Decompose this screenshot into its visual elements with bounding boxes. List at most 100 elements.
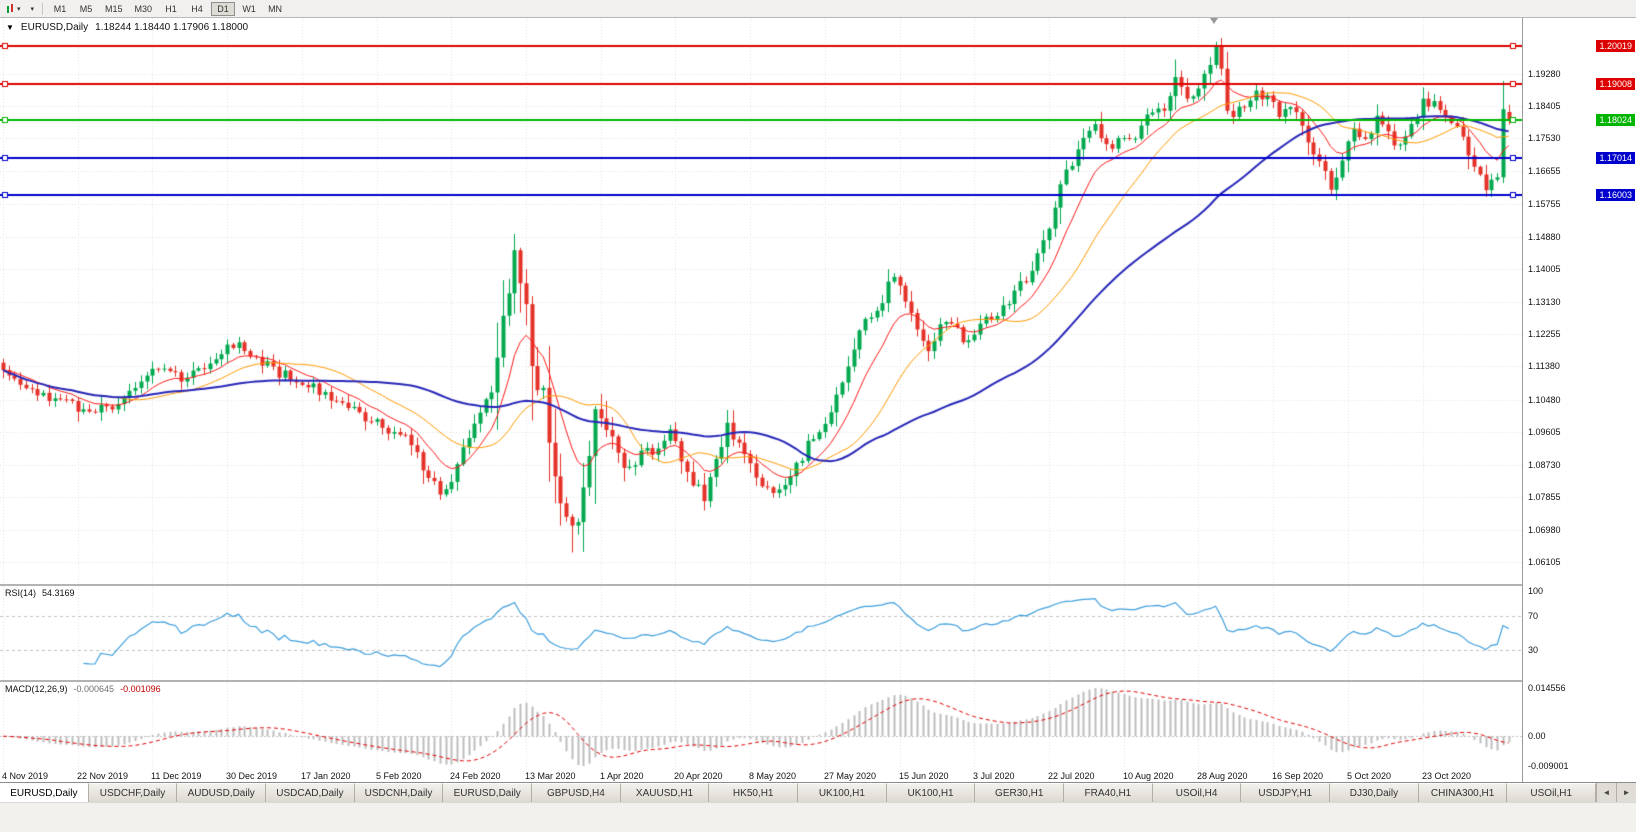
macd-label: MACD(12,26,9) -0.000645 -0.001096 [5,684,161,694]
chart-tab-9-uk100-h1[interactable]: UK100,H1 [798,783,887,802]
price-tick: 1.14005 [1528,264,1561,275]
timeframe-button-h4[interactable]: H4 [191,3,203,14]
tab-scroll-left-button[interactable]: ◄ [1596,783,1616,802]
price-tick: 1.15755 [1528,199,1561,210]
date-label: 15 Jun 2020 [899,771,949,781]
rsi-tick: 30 [1528,644,1539,655]
rsi-tick: 100 [1528,586,1544,597]
price-axis[interactable]: 1.19280 1.18405 1.17530 1.16655 1.15755 1.148… [1522,18,1636,782]
chart-tab-10-uk100-h1[interactable]: UK100,H1 [886,783,976,802]
rsi-label: RSI(14) 54.3169 [5,588,75,598]
chart-tab-15-dj30-daily[interactable]: DJ30,Daily [1330,783,1419,802]
price-line-tag: 1.20019 [1596,40,1635,53]
status-bar [0,802,1636,832]
date-label: 10 Aug 2020 [1123,771,1174,781]
rsi-name: RSI(14) [5,588,37,598]
date-label: 17 Jan 2020 [301,771,351,781]
period-dropdown-button[interactable]: ▾ [25,1,39,16]
price-tick: 1.19280 [1528,68,1561,79]
chart-shift-marker[interactable] [1210,18,1218,24]
tab-scroll-buttons: ◄ ► [1596,783,1636,802]
price-line-tag: 1.16003 [1596,189,1635,202]
price-tick: 1.11380 [1528,361,1560,372]
chevron-down-icon: ▾ [17,5,21,13]
price-tick: 1.12255 [1528,328,1561,339]
timeframe-button-m30[interactable]: M30 [134,3,153,14]
chart-tab-11-ger30-h1[interactable]: GER30,H1 [975,783,1065,802]
rsi-value: 54.3169 [42,588,75,598]
macd-signal-value: -0.001096 [120,684,161,694]
chart-tab-0-eurusd-daily[interactable]: EURUSD,Daily [0,783,89,802]
timeframe-button-h1[interactable]: H1 [165,3,177,14]
chart-tab-6-gbpusd-h4[interactable]: GBPUSD,H4 [532,783,621,802]
date-label: 20 Apr 2020 [674,771,723,781]
date-label: 27 May 2020 [824,771,877,781]
tab-list: EURUSD,Daily USDCHF,Daily AUDUSD,Daily USDC… [0,783,1597,802]
date-label: 13 Mar 2020 [525,771,576,781]
date-label: 24 Feb 2020 [450,771,501,781]
price-tick: 1.09605 [1528,427,1561,438]
chart-tab-3-usdcad-daily[interactable]: USDCAD,Daily [266,783,355,802]
price-line-tag: 1.17014 [1596,151,1635,164]
timeframe-button-m15[interactable]: M15 [105,3,123,14]
chart-tab-2-audusd-daily[interactable]: AUDUSD,Daily [177,783,267,802]
date-label: 30 Dec 2019 [226,771,278,781]
timeframe-buttons: M1 M5 M15 M30 H1 H4 D1 W1 MN [47,0,288,17]
date-label: 23 Oct 2020 [1422,771,1472,781]
chart-tab-14-usdjpy-h1[interactable]: USDJPY,H1 [1241,783,1331,802]
price-tick: 1.13130 [1528,296,1561,307]
panel-separator[interactable] [0,584,1522,586]
macd-name: MACD(12,26,9) [5,684,68,694]
price-chart-canvas[interactable] [0,18,1522,584]
chevron-down-icon: ▾ [30,5,35,13]
chart-tab-4-usdcnh-daily[interactable]: USDCNH,Daily [354,783,444,802]
macd-tick: 0.00 [1528,731,1546,742]
tab-scroll-right-button[interactable]: ► [1616,783,1636,802]
timeframe-button-m1[interactable]: M1 [53,3,67,14]
chart-tab-16-china300-h1[interactable]: CHINA300,H1 [1418,783,1508,802]
chart-tab-8-hk50-h1[interactable]: HK50,H1 [709,783,799,802]
date-axis[interactable]: 4 Nov 2019 22 Nov 2019 11 Dec 2019 30 Dec 2… [0,770,1522,782]
chart-window: ▼ EURUSD,Daily 1.18244 1.18440 1.17906 1… [0,18,1522,782]
candlestick-chart-icon [6,3,15,14]
chart-tab-1-usdchf-daily[interactable]: USDCHF,Daily [88,783,178,802]
chart-tab-17-usoil-h1[interactable]: USOil,H1 [1507,783,1597,802]
macd-indicator-canvas[interactable] [0,682,1522,770]
date-label: 4 Nov 2019 [2,771,49,781]
rsi-indicator-canvas[interactable] [0,586,1522,680]
date-label: 3 Jul 2020 [973,771,1015,781]
price-tick: 1.06980 [1528,524,1561,535]
timeframe-button-m5[interactable]: M5 [79,3,93,14]
date-label: 22 Jul 2020 [1048,771,1095,781]
date-label: 11 Dec 2019 [151,771,202,781]
timeframe-button-d1[interactable]: D1 [211,1,236,16]
macd-tick: 0.014556 [1528,683,1566,693]
chart-type-button[interactable]: ▾ [2,1,25,16]
timeframe-button-mn[interactable]: MN [268,3,283,14]
timeframe-button-w1[interactable]: W1 [242,3,256,14]
chart-tab-7-xauusd-h1[interactable]: XAUUSD,H1 [620,783,710,802]
chart-tab-13-usoil-h4[interactable]: USOil,H4 [1152,783,1242,802]
chart-ohlc-values: 1.18244 1.18440 1.17906 1.18000 [95,22,249,33]
price-tick: 1.06105 [1528,556,1561,567]
chart-tab-5-eurusd-daily[interactable]: EURUSD,Daily [443,783,533,802]
date-label: 8 May 2020 [749,771,797,781]
price-line-tag: 1.19008 [1596,77,1635,90]
price-tick: 1.14880 [1528,231,1561,242]
macd-main-value: -0.000645 [73,684,115,694]
toolbar-separator [42,2,44,15]
price-tick: 1.16655 [1528,165,1561,176]
chart-tab-bar: EURUSD,Daily USDCHF,Daily AUDUSD,Daily USDC… [0,782,1636,802]
chart-title: ▼ EURUSD,Daily 1.18244 1.18440 1.17906 1… [6,22,248,33]
date-label: 5 Oct 2020 [1347,771,1392,781]
panel-separator[interactable] [0,680,1522,682]
price-tick: 1.07855 [1528,492,1561,503]
price-tick: 1.10480 [1528,394,1561,405]
price-tick: 1.08730 [1528,459,1561,470]
chart-symbol-period: EURUSD,Daily [20,22,89,33]
date-label: 1 Apr 2020 [600,771,644,781]
window-menu-icon[interactable]: ▼ [6,23,14,32]
macd-tick: -0.009001 [1528,761,1569,771]
date-label: 16 Sep 2020 [1272,771,1324,781]
chart-tab-12-fra40-h1[interactable]: FRA40,H1 [1064,783,1153,802]
